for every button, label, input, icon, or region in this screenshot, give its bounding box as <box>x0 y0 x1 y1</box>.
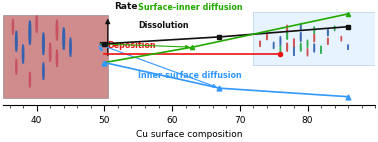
Circle shape <box>266 34 267 40</box>
Bar <box>253 12 375 65</box>
Circle shape <box>16 59 17 75</box>
Circle shape <box>63 28 65 50</box>
Circle shape <box>307 48 308 56</box>
Circle shape <box>22 45 24 63</box>
Circle shape <box>36 16 37 33</box>
Circle shape <box>341 36 342 41</box>
Circle shape <box>348 45 349 50</box>
Circle shape <box>12 19 14 34</box>
Text: Surface-inner diffusion: Surface-inner diffusion <box>138 3 243 12</box>
Circle shape <box>43 62 44 80</box>
Text: Dissolution: Dissolution <box>138 21 189 30</box>
Circle shape <box>56 50 57 67</box>
Circle shape <box>307 40 308 48</box>
Circle shape <box>273 42 274 49</box>
Circle shape <box>287 43 288 51</box>
Text: Deposition: Deposition <box>108 41 156 50</box>
Circle shape <box>280 36 281 46</box>
Circle shape <box>15 31 17 51</box>
Circle shape <box>56 20 58 40</box>
Circle shape <box>287 31 288 39</box>
Circle shape <box>29 21 31 45</box>
Text: Inner-surface diffusion: Inner-surface diffusion <box>138 71 242 80</box>
Circle shape <box>50 43 51 62</box>
Circle shape <box>70 38 71 57</box>
Circle shape <box>43 33 44 55</box>
X-axis label: Cu surface composition: Cu surface composition <box>136 130 242 139</box>
Bar <box>3 15 108 98</box>
Circle shape <box>29 72 31 87</box>
Circle shape <box>280 46 281 54</box>
Text: Rate: Rate <box>115 2 138 11</box>
